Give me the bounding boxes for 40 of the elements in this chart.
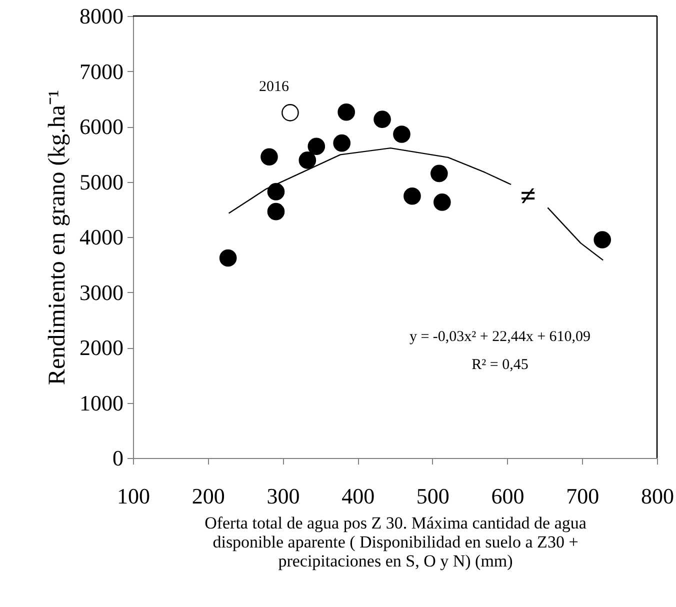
text: precipitaciones en S, O y N) (mm) xyxy=(278,552,513,570)
x-tick-label: 800 xyxy=(641,484,674,508)
point xyxy=(219,249,237,267)
x-tick-label: 400 xyxy=(342,484,375,508)
point xyxy=(594,231,612,248)
point xyxy=(434,194,451,211)
point xyxy=(430,164,448,182)
text: disponible aparente ( Disponibilidad en suelo a Z30 + xyxy=(212,532,578,552)
x-tick-label: 100 xyxy=(117,484,150,508)
x-tick-label: 700 xyxy=(566,484,600,508)
x-tick-label: 300 xyxy=(266,484,300,508)
point xyxy=(282,104,299,122)
point xyxy=(333,134,351,152)
x-tick-label: 200 xyxy=(192,484,225,508)
text: Oferta total de agua pos Z 30. Máxima cantidad de agua xyxy=(204,514,586,532)
point xyxy=(267,183,285,200)
point xyxy=(298,152,316,169)
point xyxy=(374,110,391,128)
y-tick-label: 8000 xyxy=(80,4,124,28)
point xyxy=(308,138,326,156)
y-tick-label: 3000 xyxy=(80,280,124,305)
y-tick-label: 5000 xyxy=(80,169,124,194)
point xyxy=(338,103,356,121)
annotation: R² = 0,45 xyxy=(472,357,528,373)
x-tick-label: 500 xyxy=(416,484,450,508)
y-tick-label: 2000 xyxy=(80,335,124,360)
y-tick-label: 0 xyxy=(112,446,124,470)
point xyxy=(260,148,278,166)
y-axis-title: Rendimiento en grano (kg.ha⁻¹ xyxy=(44,90,70,386)
point xyxy=(267,202,285,220)
annotation: 2016 xyxy=(259,79,290,95)
annotation: y = -0,03x² + 22,44x + 610,09 xyxy=(409,329,591,345)
y-tick-label: 1000 xyxy=(80,390,124,416)
x-tick-label: 600 xyxy=(491,484,524,508)
annotation: ≠ xyxy=(520,181,536,212)
y-tick-label: 7000 xyxy=(80,58,124,84)
point xyxy=(404,187,421,205)
point xyxy=(393,126,410,143)
y-tick-label: 4000 xyxy=(80,224,124,250)
y-tick-label: 6000 xyxy=(80,114,124,139)
